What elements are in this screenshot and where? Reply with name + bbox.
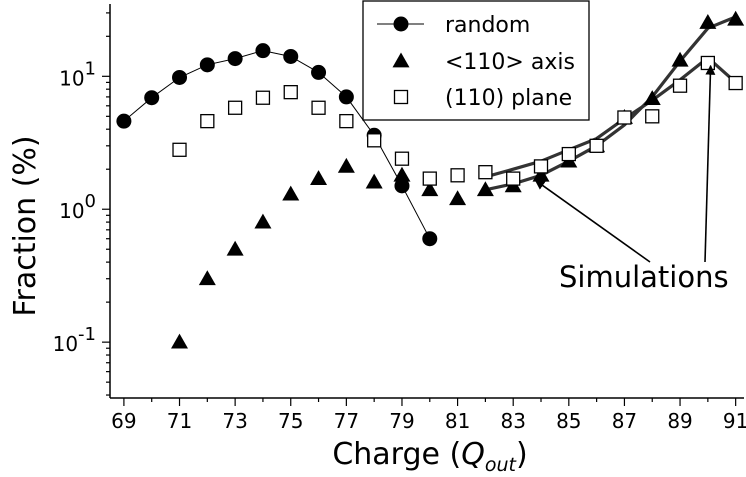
simulations-annotation-label: Simulations [559, 260, 729, 294]
data-point [172, 142, 187, 157]
data-point [422, 171, 437, 186]
simulation-lines [484, 15, 737, 192]
data-point [394, 151, 410, 166]
data-point [643, 90, 661, 105]
data-point [310, 170, 328, 185]
x-tick-label: 91 [723, 409, 746, 433]
data-point [561, 146, 576, 162]
x-tick-label: 89 [667, 409, 692, 433]
data-point [283, 48, 299, 64]
x-tick-label: 81 [445, 409, 470, 433]
data-point [339, 113, 354, 129]
data-point [728, 75, 743, 91]
data-point [393, 166, 411, 182]
series-layer [116, 10, 745, 349]
data-point [449, 190, 467, 206]
data-point [283, 85, 298, 100]
x-axis: 69 71 73 75 77 79 81 83 85 87 89 91 [111, 398, 746, 433]
data-point [337, 157, 355, 173]
data-point [367, 133, 382, 148]
x-tick-label: 69 [111, 409, 136, 433]
data-point [116, 113, 132, 129]
data-point [422, 231, 438, 247]
data-point [171, 333, 189, 349]
data-point [700, 55, 716, 71]
data-point [254, 213, 272, 229]
data-point [617, 110, 632, 125]
y-tick-label: 10-1 [53, 324, 96, 356]
data-point [672, 78, 688, 93]
data-point [478, 165, 493, 180]
simulation-curve-2 [484, 56, 737, 179]
legend-label: <110> axis [445, 50, 575, 75]
data-point [421, 181, 439, 197]
simulation-curve-1 [485, 15, 737, 192]
data-point [198, 270, 216, 286]
y-axis-title: Fraction (%) [8, 135, 43, 316]
data-point [172, 69, 188, 85]
x-tick-label: 79 [389, 409, 414, 433]
y-tick-label: 101 [59, 58, 96, 90]
x-tick-label: 83 [500, 409, 525, 433]
annotation-arrow [534, 179, 651, 263]
data-point [144, 90, 160, 106]
data-point [476, 181, 494, 197]
data-point [311, 100, 326, 115]
data-point [338, 89, 354, 105]
legend-label: random [445, 13, 530, 38]
data-point [199, 57, 215, 73]
data-point [200, 113, 215, 129]
x-axis-title: Charge (Qout) [332, 437, 527, 476]
x-tick-label: 73 [222, 409, 247, 433]
data-point [227, 100, 243, 115]
data-point [589, 138, 604, 153]
data-point [645, 109, 660, 124]
legend-marker-circle-filled [393, 16, 409, 32]
x-tick-label: 71 [167, 409, 192, 433]
data-point [226, 240, 244, 256]
data-point [533, 159, 549, 174]
data-point [506, 171, 521, 186]
plot-frame [109, 4, 744, 399]
data-point [699, 14, 717, 29]
series-square-open [172, 55, 743, 186]
data-point [227, 51, 243, 67]
x-tick-label: 85 [556, 409, 581, 433]
y-tick-label: 100 [59, 191, 96, 223]
data-point [450, 168, 465, 183]
legend-label: (110) plane [445, 86, 572, 111]
annotation-layer [534, 64, 716, 263]
data-point [671, 51, 689, 67]
annotation-arrow [704, 64, 716, 263]
data-point [365, 173, 383, 189]
data-point [394, 178, 410, 194]
legend-marker-square-open [393, 89, 409, 105]
data-point [282, 185, 300, 201]
data-point [255, 90, 271, 105]
data-point [311, 64, 327, 80]
x-tick-label: 87 [612, 409, 637, 433]
x-tick-label: 75 [278, 409, 303, 433]
data-point [727, 10, 745, 26]
y-axis: 10-1 100 101 [53, 12, 110, 396]
legend-marker-triangle-filled [392, 52, 410, 68]
x-tick-label: 77 [334, 409, 359, 433]
data-point [532, 166, 550, 182]
data-point [255, 43, 271, 59]
legend: random <110> axis (110) plane [362, 0, 590, 121]
